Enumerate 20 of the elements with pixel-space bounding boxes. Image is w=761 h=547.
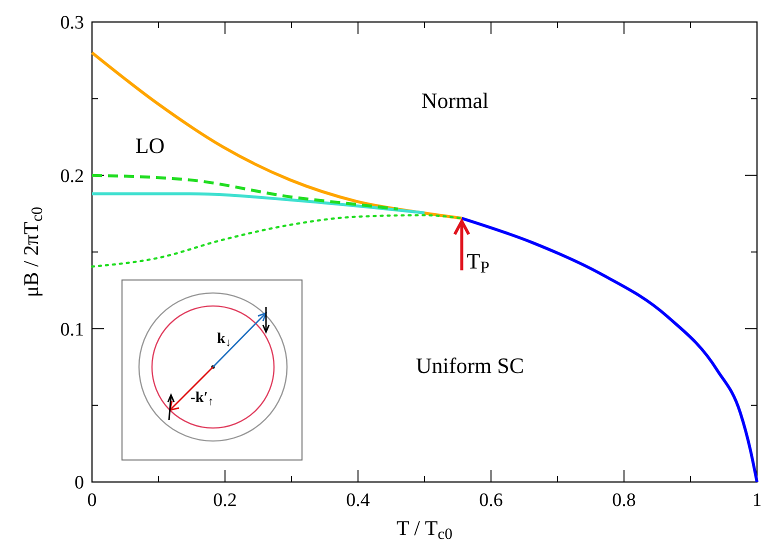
line-series (90, 174, 400, 211)
x-tick-label: 0 (87, 490, 97, 511)
annotation: LO (135, 133, 165, 158)
line-series (90, 192, 426, 214)
annotation: T$_{P}$ (466, 248, 490, 277)
line-series (90, 214, 463, 268)
annotation: -k′$_{↑}$ (190, 390, 214, 408)
x-tick-label: 0.6 (479, 490, 503, 511)
annotation: Uniform SC (416, 353, 524, 378)
y-tick-label: 0.1 (60, 319, 84, 340)
x-tick-label: 0.8 (612, 490, 636, 511)
x-tick-label: 0.4 (346, 490, 370, 511)
annotation: Normal (421, 88, 489, 113)
y-tick-label: 0.2 (60, 166, 84, 187)
y-tick-label: 0.3 (60, 12, 84, 34)
annotation: k$_{↓}$ (217, 331, 231, 349)
x-axis-title: T / T$_{c0}$ (396, 516, 453, 543)
y-tick-label: 0 (74, 472, 84, 494)
x-tick-label: 1 (752, 490, 761, 511)
x-tick-label: 0.2 (213, 490, 237, 511)
